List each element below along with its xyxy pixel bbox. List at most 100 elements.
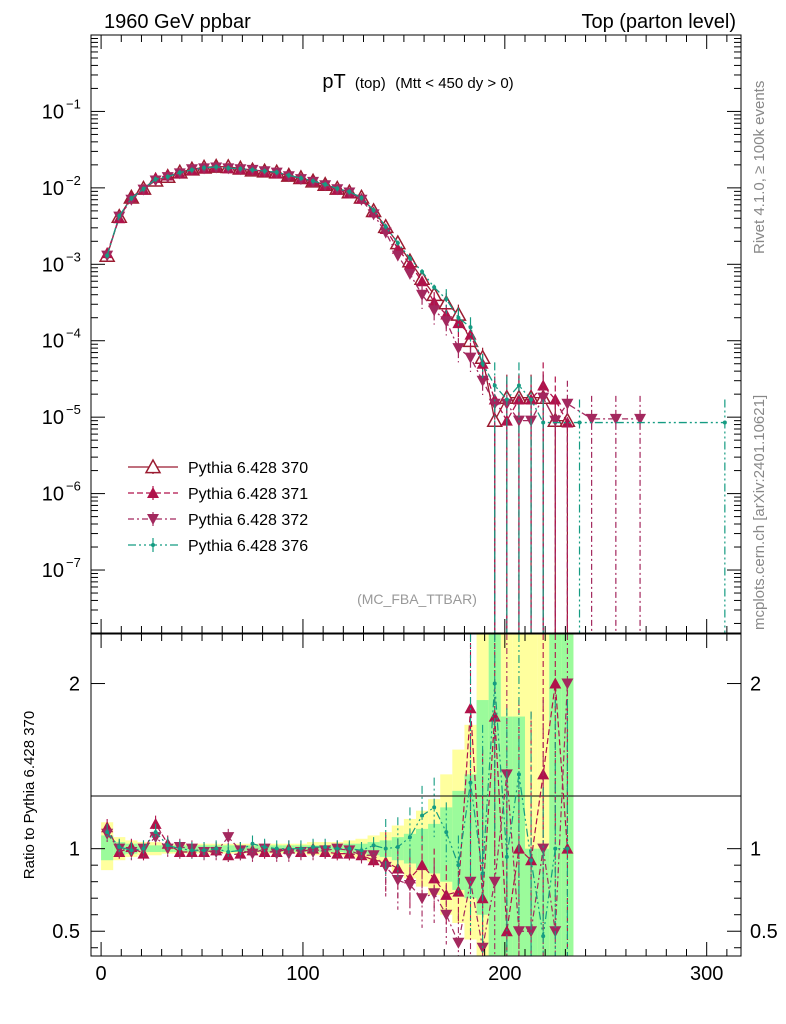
ratio-point (525, 926, 538, 938)
main-point (549, 415, 562, 427)
ratio-point (549, 677, 562, 689)
main-panel: 10−710−610−510−410−310−210−1 pT (top) (M… (42, 34, 742, 634)
ratio-point (492, 681, 497, 686)
ratio-point (165, 843, 170, 848)
header-right: Top (parton level) (581, 11, 736, 33)
ratio-point (403, 879, 416, 891)
ratio-point (516, 772, 521, 777)
legend-marker (144, 458, 162, 474)
ratio-point (323, 845, 328, 850)
main-ytick-label-base: 10 (42, 484, 64, 506)
main-ytick-label: 10 (42, 178, 64, 200)
ratio-point (129, 848, 134, 853)
main-point (516, 383, 521, 388)
ratio-point (117, 845, 122, 850)
main-point (226, 165, 231, 170)
ratio-point (383, 846, 388, 851)
ratio-panel: 0.5 0.5 1 1 2 2 0 100 200 300 Ratio to Pythia 6.4… (21, 633, 778, 985)
main-point (504, 397, 509, 402)
ratio-point (371, 843, 376, 848)
main-series-2 (101, 162, 647, 633)
ratio-point (537, 843, 550, 855)
main-ytick-label-exp: −6 (66, 479, 81, 494)
ratio-point (355, 850, 368, 862)
main-point (403, 258, 416, 270)
ratio-point (504, 854, 509, 859)
main-series-line (106, 165, 568, 423)
main-point (347, 189, 352, 194)
main-point (609, 413, 622, 425)
main-point (722, 420, 727, 425)
ratio-point (395, 845, 400, 850)
main-point (367, 209, 380, 221)
main-point (262, 169, 267, 174)
ratio-point (476, 942, 489, 954)
ratio-point (189, 848, 194, 853)
legend-marker (147, 514, 159, 525)
header-left: 1960 GeV ppbar (104, 11, 251, 33)
main-point (561, 416, 574, 428)
main-point (371, 208, 376, 213)
main-point (440, 316, 453, 328)
ratio-band-green (101, 835, 114, 861)
main-point (129, 196, 134, 201)
main-ytick-label-base: 10 (42, 101, 64, 123)
rivet-label: Rivet 4.1.0, ≥ 100k events (751, 81, 768, 254)
ratio-point (347, 846, 352, 851)
ratio-series-line (106, 683, 568, 932)
main-ytick-label-base: 10 (42, 254, 64, 276)
main-ytick-label: 10 (42, 484, 64, 506)
ratio-point (359, 848, 364, 853)
main-ytick-label-exp: −4 (66, 326, 81, 341)
ratio-series-layer (101, 634, 574, 956)
ratio-point (202, 848, 207, 853)
ratio-point (529, 858, 534, 863)
main-point (323, 182, 328, 187)
xtick-label: 0 (96, 963, 107, 985)
ratio-point (480, 871, 485, 876)
ratio-point (307, 846, 320, 858)
ratio-point (250, 841, 255, 846)
main-point (391, 250, 404, 262)
ratio-ytick-label-left: 1 (69, 839, 80, 861)
main-series-line (106, 166, 568, 423)
main-point (420, 269, 425, 274)
main-point (456, 315, 461, 320)
plot-title-sub1: (top) (355, 75, 386, 92)
ratio-point (416, 893, 429, 905)
ratio-point (432, 805, 437, 810)
main-series-layer (98, 158, 727, 633)
main-ytick-label: 10 (42, 254, 64, 276)
ratio-series-line (106, 683, 568, 948)
main-point (117, 213, 122, 218)
xtick-label: 300 (690, 963, 723, 985)
ratio-point (141, 846, 146, 851)
main-point (177, 170, 182, 175)
ratio-ytick-label-left: 0.5 (52, 921, 80, 943)
ratio-point (274, 846, 279, 851)
main-point (105, 253, 110, 258)
main-point (202, 165, 207, 170)
ratio-point (420, 813, 425, 818)
ratio-band-green (149, 845, 162, 852)
legend-label: Pythia 6.428 376 (188, 538, 308, 555)
ratio-point (238, 848, 243, 853)
ratio-point (101, 828, 114, 840)
main-point (561, 398, 574, 410)
ratio-point (226, 849, 231, 854)
main-point (488, 398, 501, 410)
main-point (541, 420, 546, 425)
main-series-line (106, 166, 725, 424)
ratio-point (440, 909, 453, 921)
main-point (428, 305, 441, 317)
ratio-point (113, 843, 126, 855)
main-point (492, 383, 497, 388)
main-ytick-label-exp: −7 (66, 555, 81, 570)
analysis-tag: (MC_FBA_TTBAR) (357, 591, 477, 607)
main-series-3 (105, 164, 727, 633)
main-point (189, 167, 194, 172)
legend: Pythia 6.428 370 Pythia 6.428 371 Pythia 6… (128, 458, 308, 555)
main-point (416, 275, 429, 287)
ratio-point (153, 830, 158, 835)
main-point (403, 268, 416, 280)
